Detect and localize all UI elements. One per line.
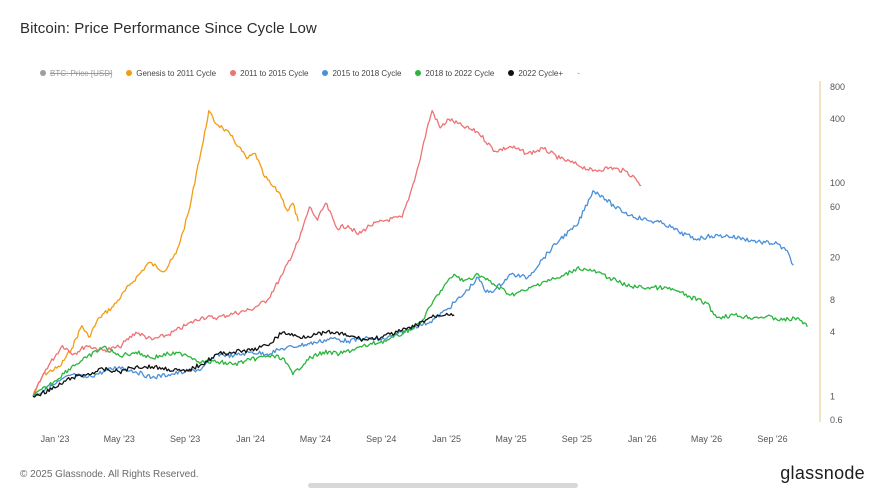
x-tick-label: Jan '23 [41, 434, 70, 444]
x-tick-label: Sep '25 [562, 434, 592, 444]
x-tick-label: Jan '26 [628, 434, 657, 444]
series-line-4 [32, 266, 808, 397]
x-tick-label: May '24 [300, 434, 331, 444]
chart-legend: BTC: Price [USD] Genesis to 2011 Cycle 201… [40, 68, 580, 78]
x-tick-label: May '25 [495, 434, 526, 444]
chart-title: Bitcoin: Price Performance Since Cycle L… [20, 20, 317, 37]
x-tick-label: May '23 [104, 434, 135, 444]
legend-label: BTC: Price [USD] [50, 68, 113, 78]
y-tick-label: 1 [830, 391, 835, 401]
series-line-1 [32, 109, 299, 397]
legend-item[interactable]: Genesis to 2011 Cycle [126, 69, 216, 78]
x-tick-label: Sep '23 [170, 434, 200, 444]
x-tick-label: Sep '24 [366, 434, 396, 444]
series-line-2 [32, 109, 642, 397]
glassnode-logo: glassnode [780, 463, 865, 483]
y-tick-label: 8 [830, 295, 835, 305]
legend-swatch [322, 70, 329, 76]
x-tick-label: Jan '24 [236, 434, 265, 444]
legend-label: 2011 to 2015 Cycle [240, 68, 309, 78]
legend-item[interactable]: BTC: Price [USD] [40, 69, 112, 78]
legend-swatch [508, 70, 515, 76]
legend-label: 2022 Cycle+ [518, 68, 564, 78]
y-tick-label: 0.6 [830, 415, 843, 425]
y-tick-label: 4 [830, 327, 835, 337]
copyright-notice: © 2025 Glassnode. All Rights Reserved. [20, 469, 199, 480]
x-tick-label: Sep '26 [757, 434, 787, 444]
x-tick-label: Jan '25 [432, 434, 461, 444]
y-tick-label: 800 [830, 82, 845, 92]
series-line-5 [32, 312, 455, 398]
scroll-indicator[interactable] [308, 483, 578, 488]
legend-item[interactable]: 2015 to 2018 Cycle [322, 69, 401, 78]
y-tick-label: 100 [830, 178, 845, 188]
legend-item[interactable]: 2011 to 2015 Cycle [230, 69, 308, 78]
legend-item[interactable]: 2022 Cycle+ [508, 69, 563, 78]
legend-more[interactable]: - [577, 68, 581, 78]
series-line-3 [32, 190, 794, 398]
legend-label: 2018 to 2022 Cycle [425, 68, 495, 78]
legend-swatch [230, 70, 237, 76]
y-tick-label: 60 [830, 202, 840, 212]
legend-swatch [415, 70, 422, 76]
legend-swatch [40, 70, 46, 76]
y-tick-label: 400 [830, 114, 845, 124]
legend-swatch [126, 70, 133, 76]
legend-label: 2015 to 2018 Cycle [332, 68, 402, 78]
y-tick-label: 20 [830, 253, 840, 263]
legend-label: Genesis to 2011 Cycle [136, 68, 217, 78]
x-tick-label: May '26 [691, 434, 722, 444]
legend-item[interactable]: 2018 to 2022 Cycle [415, 69, 494, 78]
